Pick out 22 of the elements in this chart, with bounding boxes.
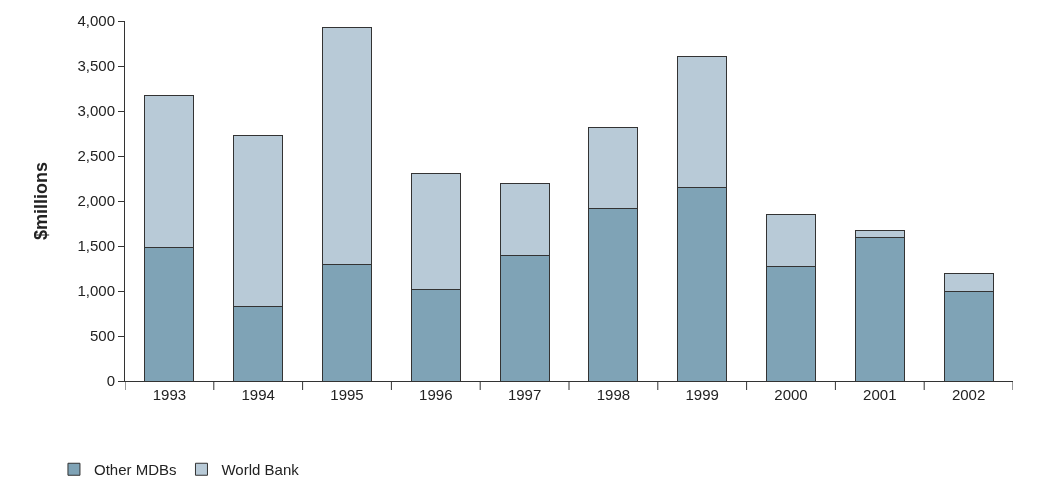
x-tick-label: 1997 <box>507 386 542 403</box>
y-tick-label: 4,000 <box>77 12 115 30</box>
y-tick-label: 500 <box>89 327 115 345</box>
x-tick-label: 1995 <box>330 386 364 403</box>
y-tick-label: 1,500 <box>77 237 115 255</box>
y-tick-label: 3,500 <box>77 57 115 75</box>
x-tick-label: 1998 <box>596 386 631 403</box>
x-tick-label: 1999 <box>685 386 719 403</box>
x-tick-label: 1993 <box>152 386 187 403</box>
legend-label: World Bank <box>221 461 300 479</box>
x-tick-label: 1994 <box>241 386 275 403</box>
x-tick-label: 1996 <box>419 386 453 403</box>
y-axis-title: $millions <box>30 161 51 241</box>
y-tick-label: 0 <box>106 372 115 390</box>
x-tick-label: 2000 <box>774 386 808 403</box>
legend-label: Other MDBs <box>93 461 177 479</box>
x-tick-label: 2001 <box>863 386 897 403</box>
y-tick-label: 2,500 <box>77 147 115 165</box>
y-tick-label: 2,000 <box>77 192 115 210</box>
y-tick-label: 3,000 <box>77 102 115 120</box>
y-tick-label: 1,000 <box>77 282 115 300</box>
x-tick-label: 2002 <box>951 386 986 403</box>
